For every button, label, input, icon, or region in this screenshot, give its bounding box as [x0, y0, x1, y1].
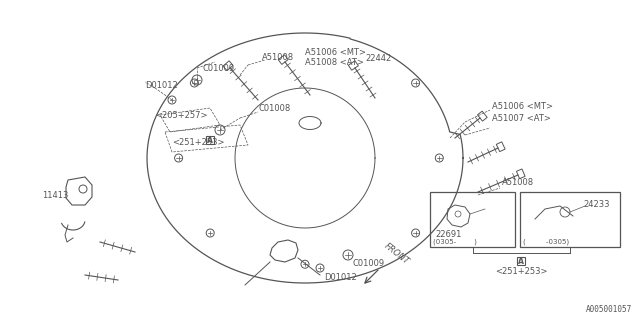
Text: C01008: C01008 — [258, 103, 291, 113]
Text: A51006 <MT>: A51006 <MT> — [305, 47, 366, 57]
Text: (         -0305): ( -0305) — [523, 239, 569, 245]
Text: FRONT: FRONT — [383, 241, 411, 266]
Text: A: A — [207, 135, 213, 145]
Text: 22442: 22442 — [365, 53, 391, 62]
Text: (0305-        ): (0305- ) — [433, 239, 477, 245]
Text: A51008: A51008 — [262, 52, 294, 61]
Text: 11413: 11413 — [42, 190, 68, 199]
Text: D01012: D01012 — [324, 274, 356, 283]
Text: <205+257>: <205+257> — [155, 110, 207, 119]
Text: C01009: C01009 — [202, 63, 234, 73]
Text: 24233: 24233 — [583, 199, 609, 209]
Text: A51008 <AT>: A51008 <AT> — [305, 58, 364, 67]
Text: A51007 <AT>: A51007 <AT> — [492, 114, 551, 123]
Text: D01012: D01012 — [145, 81, 178, 90]
Text: <251+253>: <251+253> — [172, 138, 225, 147]
Text: A51006 <MT>: A51006 <MT> — [492, 101, 553, 110]
Text: C01009: C01009 — [352, 259, 384, 268]
Text: 22691: 22691 — [435, 229, 461, 238]
Bar — [517, 257, 525, 265]
Text: <251+253>: <251+253> — [495, 267, 547, 276]
Bar — [520, 192, 620, 247]
Text: A51008: A51008 — [502, 178, 534, 187]
Bar — [206, 136, 214, 144]
Text: A: A — [518, 257, 524, 266]
Text: A005001057: A005001057 — [586, 305, 632, 314]
Bar — [430, 192, 515, 247]
